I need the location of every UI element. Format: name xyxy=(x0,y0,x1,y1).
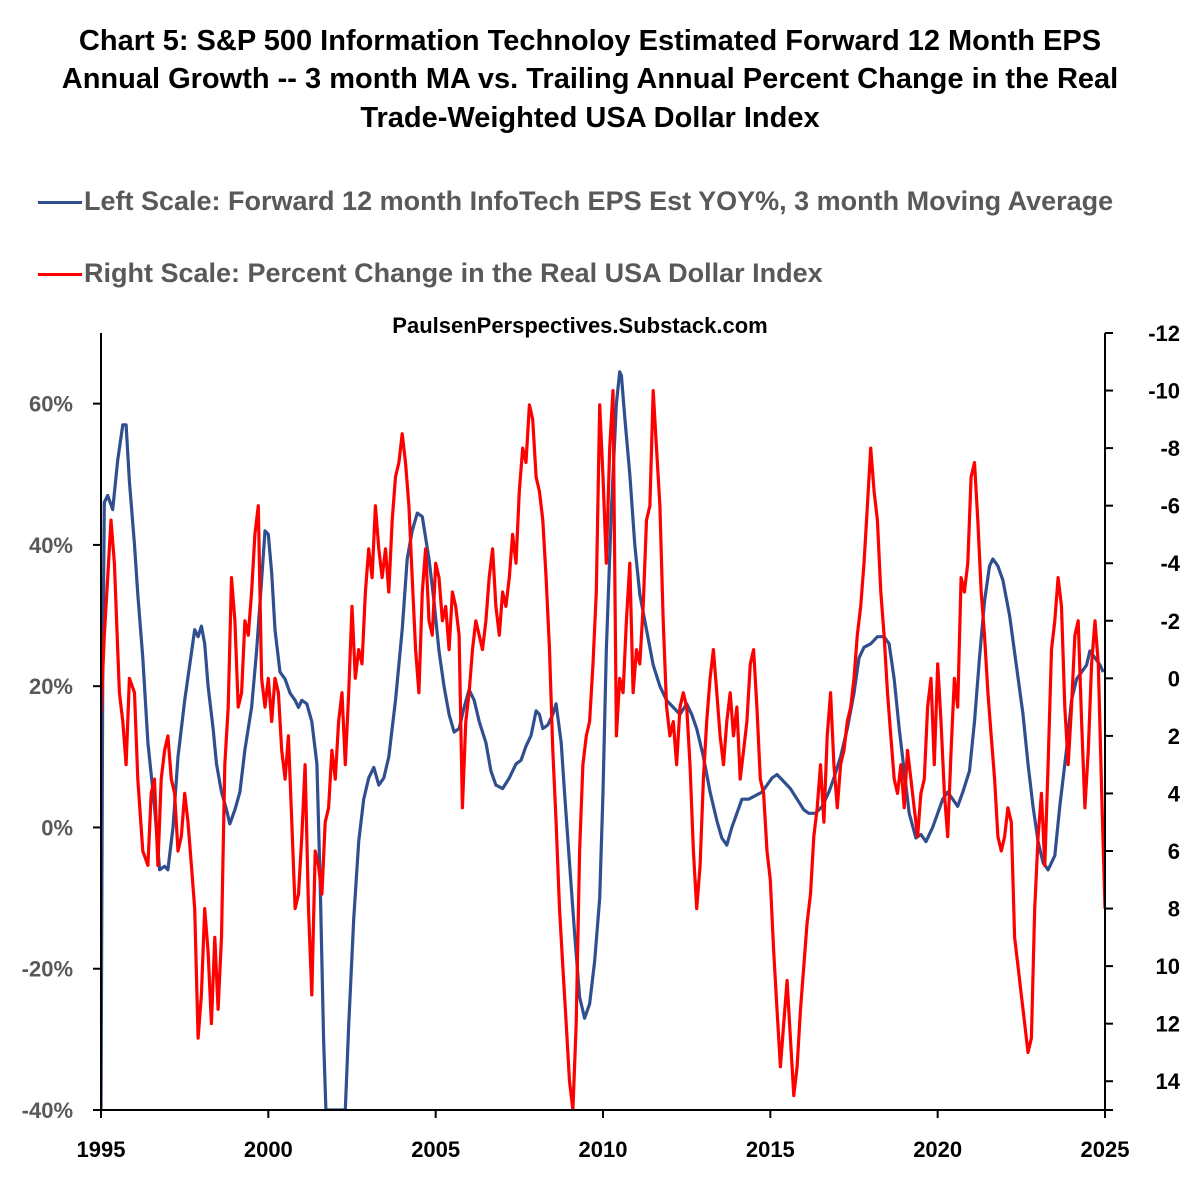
y-right-tick-label: 2 xyxy=(1168,724,1180,749)
dollar-change-line xyxy=(101,389,1105,1110)
y-right-tick-label: -4 xyxy=(1160,551,1180,576)
eps-growth-line xyxy=(101,370,1105,1110)
x-tick-label: 2020 xyxy=(913,1137,962,1162)
series-layer xyxy=(101,370,1105,1110)
y-right-tick-label: 10 xyxy=(1156,954,1180,979)
chart-watermark: PaulsenPerspectives.Substack.com xyxy=(392,313,768,338)
y-right-tick-label: 6 xyxy=(1168,839,1180,864)
y-left-tick-label: 60% xyxy=(29,392,73,417)
y-left-tick-label: -40% xyxy=(22,1098,73,1123)
y-right-tick-label: 4 xyxy=(1168,781,1181,806)
y-right-tick-label: -8 xyxy=(1160,436,1180,461)
y-right-tick-label: -6 xyxy=(1160,494,1180,519)
y-right-tick-label: -2 xyxy=(1160,609,1180,634)
y-left-tick-label: 40% xyxy=(29,533,73,558)
y-right-tick-label: 12 xyxy=(1156,1012,1180,1037)
legend-label-eps: Left Scale: Forward 12 month InfoTech EP… xyxy=(84,186,1114,216)
y-right-tick-label: -10 xyxy=(1148,379,1180,404)
x-tick-label: 2005 xyxy=(411,1137,460,1162)
x-tick-label: 2025 xyxy=(1081,1137,1130,1162)
axis-layer: -40% -20% 0% 20% 40% 60% -12 -10 -8 -6 -4 -2 0 2 4 6 8 10… xyxy=(22,321,1181,1162)
y-right-tick-label: 14 xyxy=(1156,1069,1181,1094)
x-tick-label: 2015 xyxy=(746,1137,795,1162)
legend-swatch-red xyxy=(38,273,82,277)
y-left-tick-label: 0% xyxy=(41,815,73,840)
legend-label-dollar: Right Scale: Percent Change in the Real … xyxy=(84,258,823,288)
legend-entry-dollar: Right Scale: Percent Change in the Real … xyxy=(38,258,823,289)
x-tick-label: 1995 xyxy=(77,1137,126,1162)
legend-entry-eps: Left Scale: Forward 12 month InfoTech EP… xyxy=(38,186,1113,217)
x-tick-label: 2000 xyxy=(244,1137,293,1162)
y-left-tick-label: 20% xyxy=(29,674,73,699)
y-right-tick-label: 0 xyxy=(1168,666,1180,691)
y-right-tick-label: 8 xyxy=(1168,897,1180,922)
y-left-tick-label: -20% xyxy=(22,957,73,982)
y-right-tick-label: -12 xyxy=(1148,321,1180,346)
x-tick-label: 2010 xyxy=(579,1137,628,1162)
chart-title: Chart 5: S&P 500 Information Technoloy E… xyxy=(61,25,1119,134)
legend-swatch-blue xyxy=(38,201,82,205)
